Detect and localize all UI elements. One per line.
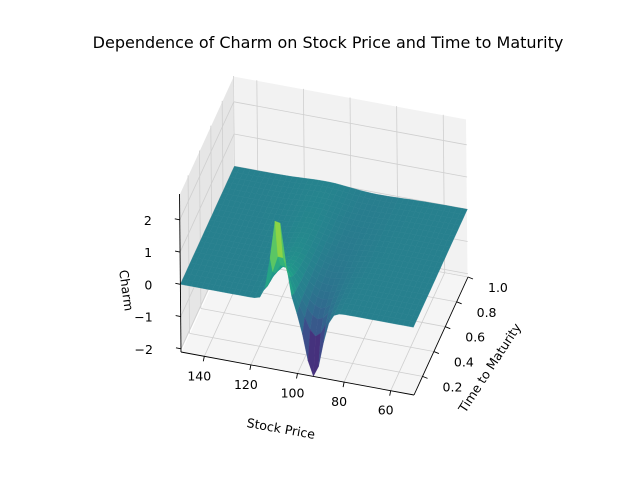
y-tick-label: 0.2: [443, 379, 463, 394]
y-tick: [445, 326, 451, 330]
x-tick-label: 60: [378, 403, 394, 418]
y-tick: [467, 276, 474, 280]
z-tick: [174, 250, 181, 253]
grid-line: [233, 133, 468, 178]
y-tick: [456, 301, 462, 305]
y-tick-label: 0.6: [465, 330, 485, 345]
y-tick-label: 0.8: [477, 305, 497, 320]
chart-title: Dependence of Charm on Stock Price and T…: [92, 33, 564, 52]
z-tick-label: 1: [144, 245, 152, 260]
grid-line: [390, 272, 446, 391]
x-tick-label: 80: [331, 394, 347, 409]
surface-plot: [180, 166, 468, 377]
z-axis-label: Charm: [116, 269, 137, 312]
tick-labels: 60 80 100 120 140 0.2 0.4 0.6 0.8 1.0 −2 −1 0 1 2: [134, 213, 508, 418]
grid-line: [189, 332, 423, 377]
z-tick-label: 0: [144, 277, 152, 292]
grid-line: [179, 133, 235, 253]
z-tick: [175, 282, 181, 285]
z-tick: [174, 218, 180, 221]
x-tick: [389, 390, 392, 396]
x-tick: [249, 364, 252, 370]
x-tick: [296, 373, 298, 379]
tick-marks: [174, 218, 474, 396]
x-axis-label: Stock Price: [246, 415, 317, 442]
grid-line: [179, 101, 235, 220]
x-tick-label: 100: [281, 386, 305, 401]
y-tick-label: 1.0: [488, 280, 508, 295]
x-tick: [202, 356, 205, 362]
x-tick-label: 140: [187, 368, 211, 383]
z-axis-line: [179, 193, 182, 353]
grid-line: [233, 101, 467, 146]
y-axis-line: [413, 276, 469, 396]
z-tick-label: 2: [144, 213, 152, 228]
z-tick-label: −1: [134, 310, 152, 325]
z-tick-label: −2: [135, 342, 153, 357]
y-tick: [422, 375, 428, 379]
z-tick: [175, 347, 182, 350]
y-tick: [433, 351, 440, 354]
x-tick: [342, 382, 345, 388]
y-tick-label: 0.4: [454, 355, 474, 370]
x-tick-label: 120: [234, 377, 258, 392]
z-tick: [175, 315, 181, 317]
surface-patch: [407, 320, 417, 328]
